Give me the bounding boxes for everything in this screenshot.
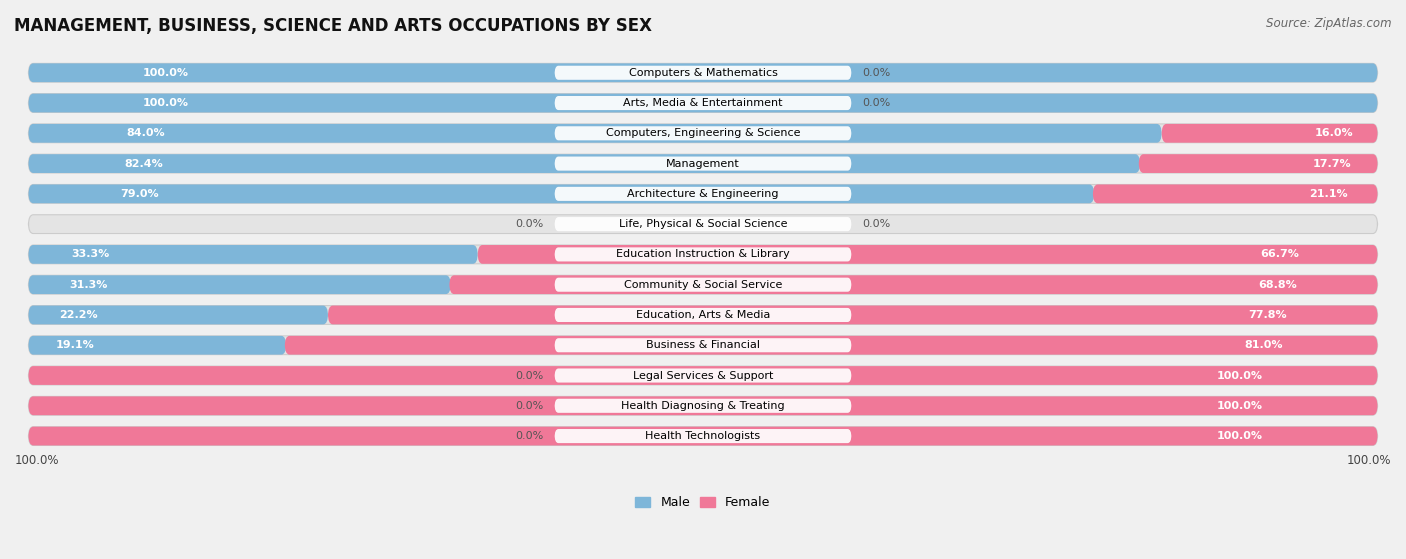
Text: 100.0%: 100.0% <box>1347 454 1391 467</box>
FancyBboxPatch shape <box>28 306 328 324</box>
FancyBboxPatch shape <box>28 215 1378 234</box>
FancyBboxPatch shape <box>28 124 1161 143</box>
Text: 0.0%: 0.0% <box>516 219 544 229</box>
Text: MANAGEMENT, BUSINESS, SCIENCE AND ARTS OCCUPATIONS BY SEX: MANAGEMENT, BUSINESS, SCIENCE AND ARTS O… <box>14 17 652 35</box>
Text: Business & Financial: Business & Financial <box>645 340 761 350</box>
Text: 68.8%: 68.8% <box>1258 280 1296 290</box>
FancyBboxPatch shape <box>554 399 852 413</box>
Text: Arts, Media & Entertainment: Arts, Media & Entertainment <box>623 98 783 108</box>
FancyBboxPatch shape <box>28 427 1378 446</box>
Text: 21.1%: 21.1% <box>1309 189 1348 199</box>
Text: 0.0%: 0.0% <box>862 219 890 229</box>
FancyBboxPatch shape <box>28 427 1378 446</box>
FancyBboxPatch shape <box>28 63 1378 82</box>
FancyBboxPatch shape <box>554 248 852 262</box>
Text: 0.0%: 0.0% <box>862 68 890 78</box>
FancyBboxPatch shape <box>28 245 1378 264</box>
Text: 22.2%: 22.2% <box>59 310 98 320</box>
Text: 100.0%: 100.0% <box>143 98 190 108</box>
Text: Source: ZipAtlas.com: Source: ZipAtlas.com <box>1267 17 1392 30</box>
Text: 0.0%: 0.0% <box>516 401 544 411</box>
FancyBboxPatch shape <box>478 245 1378 264</box>
Text: 100.0%: 100.0% <box>1216 431 1263 441</box>
Text: Computers, Engineering & Science: Computers, Engineering & Science <box>606 129 800 138</box>
Text: 0.0%: 0.0% <box>516 371 544 381</box>
Text: Health Diagnosing & Treating: Health Diagnosing & Treating <box>621 401 785 411</box>
FancyBboxPatch shape <box>1139 154 1378 173</box>
Text: Computers & Mathematics: Computers & Mathematics <box>628 68 778 78</box>
FancyBboxPatch shape <box>554 157 852 170</box>
FancyBboxPatch shape <box>1161 124 1378 143</box>
FancyBboxPatch shape <box>554 96 852 110</box>
Text: 100.0%: 100.0% <box>1216 401 1263 411</box>
Text: 79.0%: 79.0% <box>121 189 159 199</box>
FancyBboxPatch shape <box>554 126 852 140</box>
Text: 0.0%: 0.0% <box>516 431 544 441</box>
FancyBboxPatch shape <box>554 217 852 231</box>
Text: 33.3%: 33.3% <box>72 249 110 259</box>
Text: 16.0%: 16.0% <box>1315 129 1354 138</box>
Text: Education Instruction & Library: Education Instruction & Library <box>616 249 790 259</box>
Text: 100.0%: 100.0% <box>143 68 190 78</box>
FancyBboxPatch shape <box>28 245 478 264</box>
Text: Architecture & Engineering: Architecture & Engineering <box>627 189 779 199</box>
FancyBboxPatch shape <box>28 94 1378 112</box>
Text: Education, Arts & Media: Education, Arts & Media <box>636 310 770 320</box>
Text: 0.0%: 0.0% <box>862 98 890 108</box>
Text: 84.0%: 84.0% <box>127 129 165 138</box>
Text: 66.7%: 66.7% <box>1260 249 1299 259</box>
FancyBboxPatch shape <box>28 275 1378 294</box>
FancyBboxPatch shape <box>28 124 1378 143</box>
Text: 17.7%: 17.7% <box>1313 159 1351 169</box>
FancyBboxPatch shape <box>554 278 852 292</box>
FancyBboxPatch shape <box>554 66 852 80</box>
FancyBboxPatch shape <box>28 336 287 354</box>
FancyBboxPatch shape <box>28 366 1378 385</box>
Text: 31.3%: 31.3% <box>69 280 107 290</box>
FancyBboxPatch shape <box>28 366 1378 385</box>
FancyBboxPatch shape <box>28 154 1378 173</box>
FancyBboxPatch shape <box>554 187 852 201</box>
Text: 81.0%: 81.0% <box>1244 340 1284 350</box>
Text: Community & Social Service: Community & Social Service <box>624 280 782 290</box>
FancyBboxPatch shape <box>328 306 1378 324</box>
FancyBboxPatch shape <box>28 184 1094 203</box>
FancyBboxPatch shape <box>28 306 1378 324</box>
Text: 19.1%: 19.1% <box>56 340 94 350</box>
Text: Management: Management <box>666 159 740 169</box>
FancyBboxPatch shape <box>28 154 1140 173</box>
Text: Life, Physical & Social Science: Life, Physical & Social Science <box>619 219 787 229</box>
Text: 77.8%: 77.8% <box>1249 310 1286 320</box>
Text: Health Technologists: Health Technologists <box>645 431 761 441</box>
FancyBboxPatch shape <box>554 308 852 322</box>
FancyBboxPatch shape <box>28 94 1378 112</box>
Legend: Male, Female: Male, Female <box>630 491 776 514</box>
FancyBboxPatch shape <box>554 429 852 443</box>
FancyBboxPatch shape <box>1092 184 1378 203</box>
FancyBboxPatch shape <box>28 275 451 294</box>
FancyBboxPatch shape <box>450 275 1378 294</box>
Text: 100.0%: 100.0% <box>15 454 59 467</box>
Text: 100.0%: 100.0% <box>1216 371 1263 381</box>
FancyBboxPatch shape <box>28 184 1378 203</box>
FancyBboxPatch shape <box>554 338 852 352</box>
Text: Legal Services & Support: Legal Services & Support <box>633 371 773 381</box>
FancyBboxPatch shape <box>28 396 1378 415</box>
FancyBboxPatch shape <box>28 396 1378 415</box>
Text: 82.4%: 82.4% <box>124 159 163 169</box>
FancyBboxPatch shape <box>285 336 1378 354</box>
FancyBboxPatch shape <box>28 336 1378 354</box>
FancyBboxPatch shape <box>554 368 852 382</box>
FancyBboxPatch shape <box>28 63 1378 82</box>
